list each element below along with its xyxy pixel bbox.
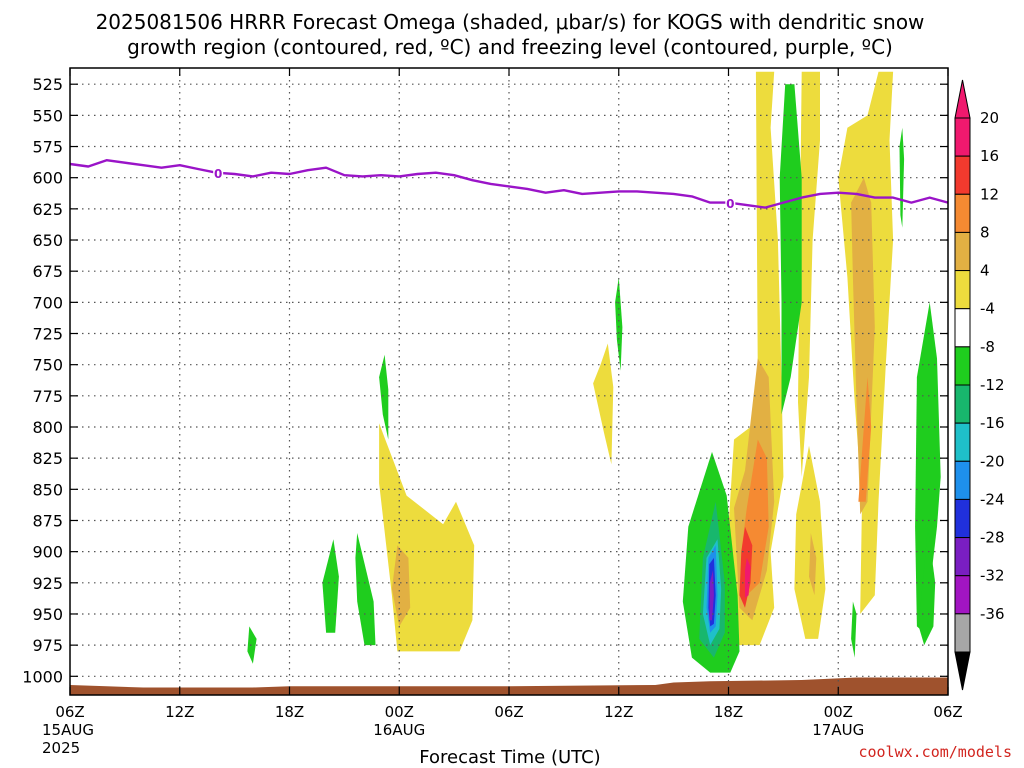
y-tick-label: 750 bbox=[32, 356, 63, 375]
contour-label-bg bbox=[725, 195, 736, 210]
credit-text: coolwx.com/models bbox=[858, 743, 1012, 761]
y-tick-label: 875 bbox=[32, 511, 63, 530]
omega-area bbox=[809, 533, 817, 596]
colorbar-bottom-triangle bbox=[954, 651, 971, 691]
x-tick-year: 2025 bbox=[42, 739, 80, 757]
freezing-level-line bbox=[69, 159, 949, 209]
colorbar-label: -12 bbox=[980, 376, 1005, 394]
freezing-level-contour: 00 bbox=[69, 159, 949, 211]
x-tick-date: 17AUG bbox=[812, 721, 864, 739]
x-tick-label: 00Z bbox=[385, 703, 414, 721]
x-tick-date: 15AUG bbox=[42, 721, 94, 739]
omega-area bbox=[322, 539, 339, 633]
omega-area bbox=[899, 127, 905, 228]
x-tick-label: 06Z bbox=[494, 703, 523, 721]
omega-area bbox=[858, 377, 872, 502]
colorbar-label: 16 bbox=[980, 147, 999, 165]
freezing-level-label: 0 bbox=[726, 197, 734, 211]
y-tick-label: 700 bbox=[32, 293, 63, 312]
x-tick-label: 06Z bbox=[933, 703, 962, 721]
colorbar-swatch bbox=[954, 270, 971, 310]
omega-area bbox=[779, 84, 802, 415]
colorbar-label: -20 bbox=[980, 452, 1005, 470]
omega-area bbox=[391, 545, 411, 627]
x-tick-label: 12Z bbox=[165, 703, 194, 721]
colorbar-label: -4 bbox=[980, 300, 995, 318]
colorbar-swatch bbox=[954, 231, 971, 272]
x-tick-label: 12Z bbox=[604, 703, 633, 721]
y-tick-label: 675 bbox=[32, 262, 63, 281]
colorbar-label: -36 bbox=[980, 605, 1005, 623]
y-tick-label: 575 bbox=[32, 138, 63, 157]
omega-area bbox=[355, 533, 376, 646]
y-tick-label: 625 bbox=[32, 200, 63, 219]
colorbar-top-triangle bbox=[954, 79, 971, 119]
y-tick-label: 850 bbox=[32, 480, 63, 499]
colorbar-swatch bbox=[954, 537, 971, 577]
x-tick-label: 18Z bbox=[714, 703, 743, 721]
y-tick-label: 550 bbox=[32, 106, 63, 125]
grid-lines bbox=[70, 68, 948, 695]
y-axis-ticks: 525 550 575 600 625 650 675 700 725 750 775 800 825 8… bbox=[22, 75, 948, 686]
colorbar-swatch bbox=[954, 117, 971, 157]
colorbar-swatch bbox=[954, 460, 971, 500]
x-tick-date: 16AUG bbox=[373, 721, 425, 739]
y-tick-label: 525 bbox=[32, 75, 63, 94]
colorbar-label: 20 bbox=[980, 109, 999, 127]
omega-shaded-areas bbox=[247, 71, 941, 673]
colorbar-swatch bbox=[954, 193, 971, 233]
colorbar: 20 16 12 8 4 -4 -8 -12 -16 -20 -24 -28 -32 -36 bbox=[954, 79, 1005, 691]
y-tick-label: 775 bbox=[32, 387, 63, 406]
omega-area bbox=[798, 71, 820, 477]
y-tick-label: 725 bbox=[32, 325, 63, 344]
y-tick-label: 825 bbox=[32, 449, 63, 468]
colorbar-label: -8 bbox=[980, 338, 995, 356]
chart-title-line-1: 2025081506 HRRR Forecast Omega (shaded, … bbox=[96, 10, 925, 34]
y-tick-label: 950 bbox=[32, 605, 63, 624]
colorbar-swatch bbox=[954, 613, 971, 653]
omega-area bbox=[851, 601, 857, 658]
omega-area bbox=[615, 277, 623, 371]
freezing-level-label: 0 bbox=[214, 167, 222, 181]
colorbar-swatch bbox=[954, 498, 971, 539]
x-axis-label: Forecast Time (UTC) bbox=[419, 747, 600, 768]
omega-area bbox=[247, 626, 257, 664]
colorbar-swatch bbox=[954, 308, 971, 348]
colorbar-swatch bbox=[954, 575, 971, 615]
y-tick-label: 1000 bbox=[22, 667, 63, 686]
omega-area bbox=[794, 445, 826, 639]
colorbar-label: -32 bbox=[980, 567, 1005, 585]
colorbar-label: 12 bbox=[980, 185, 999, 203]
y-tick-label: 650 bbox=[32, 231, 63, 250]
omega-area bbox=[918, 526, 936, 646]
y-tick-label: 925 bbox=[32, 574, 63, 593]
omega-area bbox=[379, 354, 389, 440]
colorbar-label: 8 bbox=[980, 223, 990, 241]
colorbar-swatch bbox=[954, 155, 971, 195]
colorbar-swatch bbox=[954, 384, 971, 424]
contour-label-bg bbox=[213, 165, 224, 180]
colorbar-swatch bbox=[954, 346, 971, 386]
omega-area bbox=[915, 302, 941, 633]
y-tick-label: 800 bbox=[32, 418, 63, 437]
y-tick-label: 975 bbox=[32, 636, 63, 655]
chart-title-line-2: growth region (contoured, red, ºC) and f… bbox=[127, 35, 893, 59]
omega-area bbox=[745, 557, 751, 598]
y-tick-label: 900 bbox=[32, 543, 63, 562]
colorbar-label: -16 bbox=[980, 414, 1005, 432]
omega-area bbox=[379, 423, 475, 652]
colorbar-label: -24 bbox=[980, 490, 1005, 508]
x-tick-label: 00Z bbox=[824, 703, 853, 721]
x-tick-label: 06Z bbox=[55, 703, 84, 721]
omega-area bbox=[593, 343, 614, 465]
colorbar-swatch bbox=[954, 422, 971, 462]
x-tick-label: 18Z bbox=[275, 703, 304, 721]
colorbar-label: -28 bbox=[980, 529, 1005, 547]
y-tick-label: 600 bbox=[32, 169, 63, 188]
colorbar-label: 4 bbox=[980, 262, 990, 280]
